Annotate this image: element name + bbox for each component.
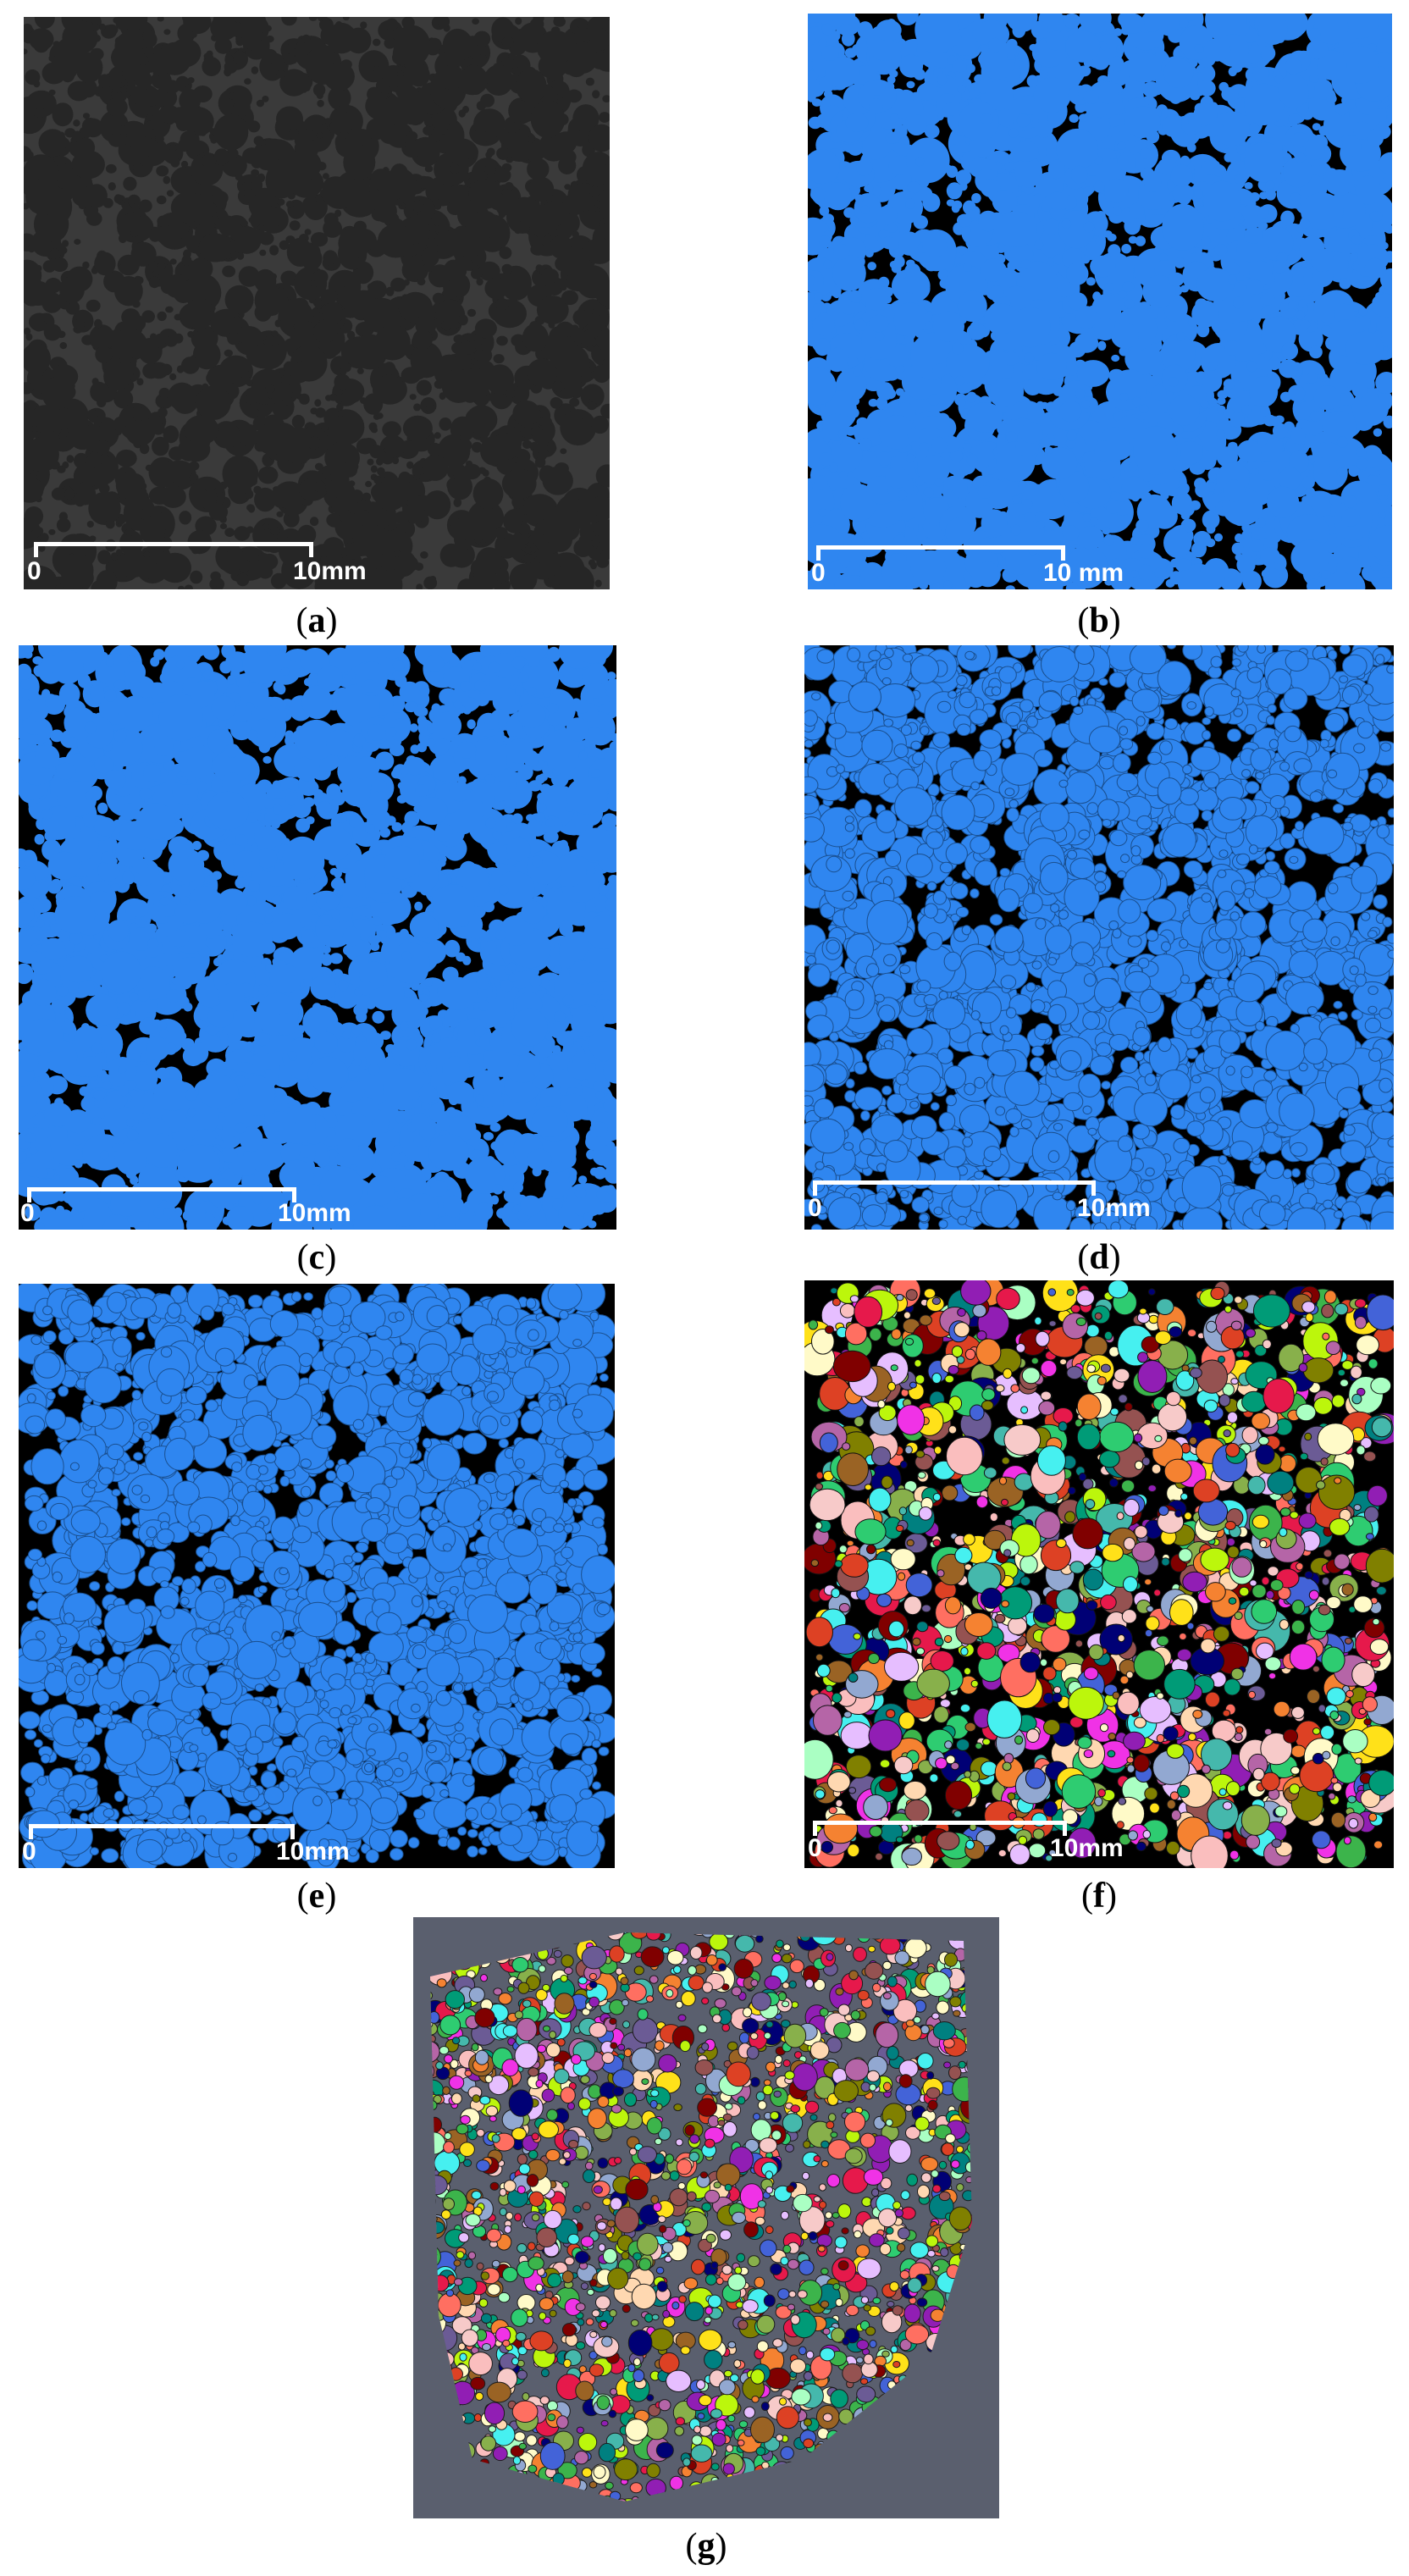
caption-f: (f) [1014,1877,1184,1915]
panel-e-image [19,1284,615,1868]
panel-f-image [804,1280,1394,1868]
caption-letter: g [697,2527,716,2566]
panel-b-image [808,14,1392,589]
caption-a: (a) [232,601,401,640]
panel-c-threshold-filtered: 0 10mm [19,645,616,1230]
panel-a-ct-slice: 0 10mm [24,17,610,589]
caption-letter: b [1089,601,1109,640]
caption-d: (d) [1014,1238,1184,1277]
panel-a-image [24,17,610,589]
caption-c: (c) [232,1238,401,1277]
caption-close-paren: ) [1108,1238,1121,1277]
panel-b-threshold: 0 10 mm [808,14,1392,589]
caption-b: (b) [1014,601,1184,640]
caption-open-paren: ( [1077,1238,1090,1277]
caption-letter: f [1093,1877,1105,1915]
caption-close-paren: ) [325,601,338,640]
caption-e: (e) [232,1877,401,1915]
caption-close-paren: ) [324,1238,337,1277]
caption-letter: d [1089,1238,1109,1277]
caption-letter: a [307,601,326,640]
caption-close-paren: ) [1108,601,1121,640]
caption-g: (g) [622,2527,791,2566]
caption-close-paren: ) [715,2527,727,2566]
caption-close-paren: ) [324,1877,337,1915]
caption-letter: c [308,1238,325,1277]
panel-g-3d-render [413,1917,999,2518]
caption-open-paren: ( [296,601,308,640]
panel-c-image [19,645,616,1230]
caption-open-paren: ( [296,1877,309,1915]
caption-close-paren: ) [1105,1877,1117,1915]
caption-open-paren: ( [1081,1877,1093,1915]
caption-open-paren: ( [685,2527,698,2566]
panel-e-cropped: 0 10mm [19,1284,615,1868]
panel-g-image [413,1917,999,2518]
panel-d-separated: 0 10mm [804,645,1394,1230]
caption-open-paren: ( [296,1238,309,1277]
panel-d-image [804,645,1394,1230]
panel-f-labeled: 0 10mm [804,1280,1394,1868]
caption-letter: e [308,1877,325,1915]
caption-open-paren: ( [1077,601,1090,640]
